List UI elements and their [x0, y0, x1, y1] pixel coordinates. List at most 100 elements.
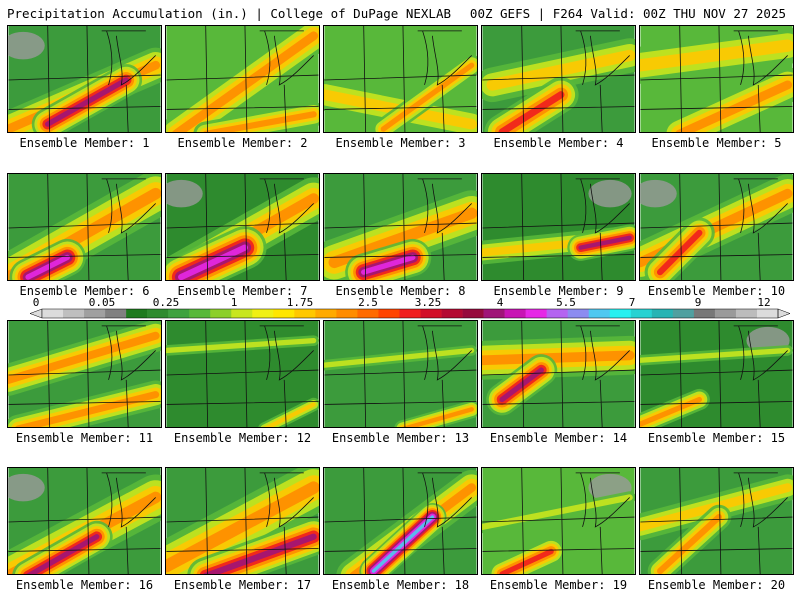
state-borders: [166, 321, 319, 427]
colorbar-tick-label: 1.75: [286, 296, 314, 309]
ensemble-member-panel: Ensemble Member: 8: [323, 173, 478, 298]
state-borders: [324, 468, 477, 574]
geographic-outlines: [640, 26, 793, 132]
precip-band: [656, 229, 703, 276]
colorbar-swatch: [378, 309, 400, 318]
colorbar-tick-label: 9: [694, 296, 702, 309]
colorbar-scale: [30, 308, 790, 319]
state-borders: [640, 321, 793, 427]
colorbar-swatch: [252, 309, 274, 318]
precip-band: [328, 207, 477, 269]
ensemble-member-label: Ensemble Member: 11: [15, 431, 154, 445]
geographic-outlines: [324, 26, 477, 132]
colorbar-swatch: [63, 309, 85, 318]
great-lakes-outline: [259, 472, 314, 528]
colorbar-swatch: [420, 309, 442, 318]
colorbar-swatch: [609, 309, 632, 318]
precip-band: [486, 49, 635, 91]
geographic-outlines: [166, 468, 319, 574]
colorbar-swatch: [546, 309, 569, 318]
colorbar-tick-label: 5.5: [556, 296, 576, 309]
great-lakes-outline: [417, 325, 472, 381]
state-borders: [482, 26, 635, 132]
precipitation-map: [165, 320, 320, 428]
precip-band: [401, 407, 474, 427]
state-borders: [324, 174, 477, 280]
geographic-outlines: [640, 174, 793, 280]
ensemble-member-label: Ensemble Member: 8: [335, 284, 466, 298]
precipitation-map: [7, 25, 162, 133]
great-lakes-outline: [575, 472, 630, 528]
geographic-outlines: [166, 26, 319, 132]
ensemble-member-panel: Ensemble Member: 4: [481, 25, 636, 150]
state-borders: [8, 174, 161, 280]
colorbar-swatch: [42, 309, 64, 318]
geographic-outlines: [482, 468, 635, 574]
ensemble-member-label: Ensemble Member: 5: [651, 136, 782, 150]
precipitation-map: [165, 25, 320, 133]
colorbar-swatch: [147, 309, 169, 318]
ensemble-member-panel: Ensemble Member: 1: [7, 25, 162, 150]
ensemble-member-label: Ensemble Member: 2: [177, 136, 308, 150]
colorbar-swatch: [651, 309, 674, 318]
precip-band: [26, 534, 100, 574]
colorbar-swatch: [567, 309, 590, 318]
precipitation-map: [639, 173, 794, 281]
ensemble-member-panel: Ensemble Member: 17: [165, 467, 320, 592]
ensemble-member-panel: Ensemble Member: 11: [7, 320, 162, 445]
ensemble-member-panel: Ensemble Member: 19: [481, 467, 636, 592]
precipitation-map: [481, 173, 636, 281]
precip-band: [203, 533, 317, 574]
colorbar-tick-label: 0.25: [152, 296, 180, 309]
precip-band: [8, 331, 160, 384]
precipitation-map: [481, 25, 636, 133]
colorbar-swatch: [84, 309, 106, 318]
geographic-outlines: [8, 468, 161, 574]
precipitation-map: [323, 173, 478, 281]
precip-band: [371, 515, 435, 573]
precipitation-map: [639, 320, 794, 428]
ensemble-member-label: Ensemble Member: 15: [647, 431, 786, 445]
great-lakes-outline: [101, 178, 156, 234]
ensemble-member-panel: Ensemble Member: 15: [639, 320, 794, 445]
light-precip-area: [640, 179, 677, 208]
light-precip-area: [166, 179, 203, 208]
great-lakes-outline: [259, 30, 314, 86]
ensemble-member-panel: Ensemble Member: 3: [323, 25, 478, 150]
precip-band: [640, 39, 793, 72]
colorbar-tick-label: 7: [628, 296, 636, 309]
state-borders: [8, 26, 161, 132]
state-borders: [166, 174, 319, 280]
precipitation-map: [165, 173, 320, 281]
geographic-outlines: [482, 26, 635, 132]
colorbar-swatch: [273, 309, 295, 318]
state-borders: [640, 174, 793, 280]
precip-band: [15, 391, 160, 427]
precip-band: [25, 254, 70, 280]
precipitation-map: [481, 320, 636, 428]
state-borders: [324, 26, 477, 132]
ensemble-member-label: Ensemble Member: 4: [493, 136, 624, 150]
map-title: Precipitation Accumulation (in.) | Colle…: [7, 6, 452, 21]
great-lakes-outline: [259, 178, 314, 234]
geographic-outlines: [8, 321, 161, 427]
precipitation-color-legend: 0 0.05 0.25 1 1.75 2.5 3.25 4 5.5 7 9 12: [30, 296, 790, 322]
ensemble-member-label: Ensemble Member: 17: [173, 578, 312, 592]
ensemble-member-panel: Ensemble Member: 12: [165, 320, 320, 445]
colorbar-swatch: [105, 309, 127, 318]
geographic-outlines: [640, 468, 793, 574]
ensemble-member-label: Ensemble Member: 10: [647, 284, 786, 298]
colorbar-tick-label: 0.05: [88, 296, 116, 309]
geographic-outlines: [640, 321, 793, 427]
geographic-outlines: [8, 26, 161, 132]
precipitation-map: [7, 467, 162, 575]
great-lakes-outline: [417, 178, 472, 234]
colorbar-tick-label: 4: [496, 296, 504, 309]
model-run-info: 00Z GEFS | F264 Valid: 00Z THU NOV 27 20…: [469, 6, 786, 21]
precip-band: [166, 337, 317, 354]
colorbar-swatch: [504, 309, 526, 318]
precipitation-map: [323, 25, 478, 133]
ensemble-member-label: Ensemble Member: 20: [647, 578, 786, 592]
great-lakes-outline: [733, 178, 788, 234]
ensemble-member-panel: Ensemble Member: 9: [481, 173, 636, 298]
